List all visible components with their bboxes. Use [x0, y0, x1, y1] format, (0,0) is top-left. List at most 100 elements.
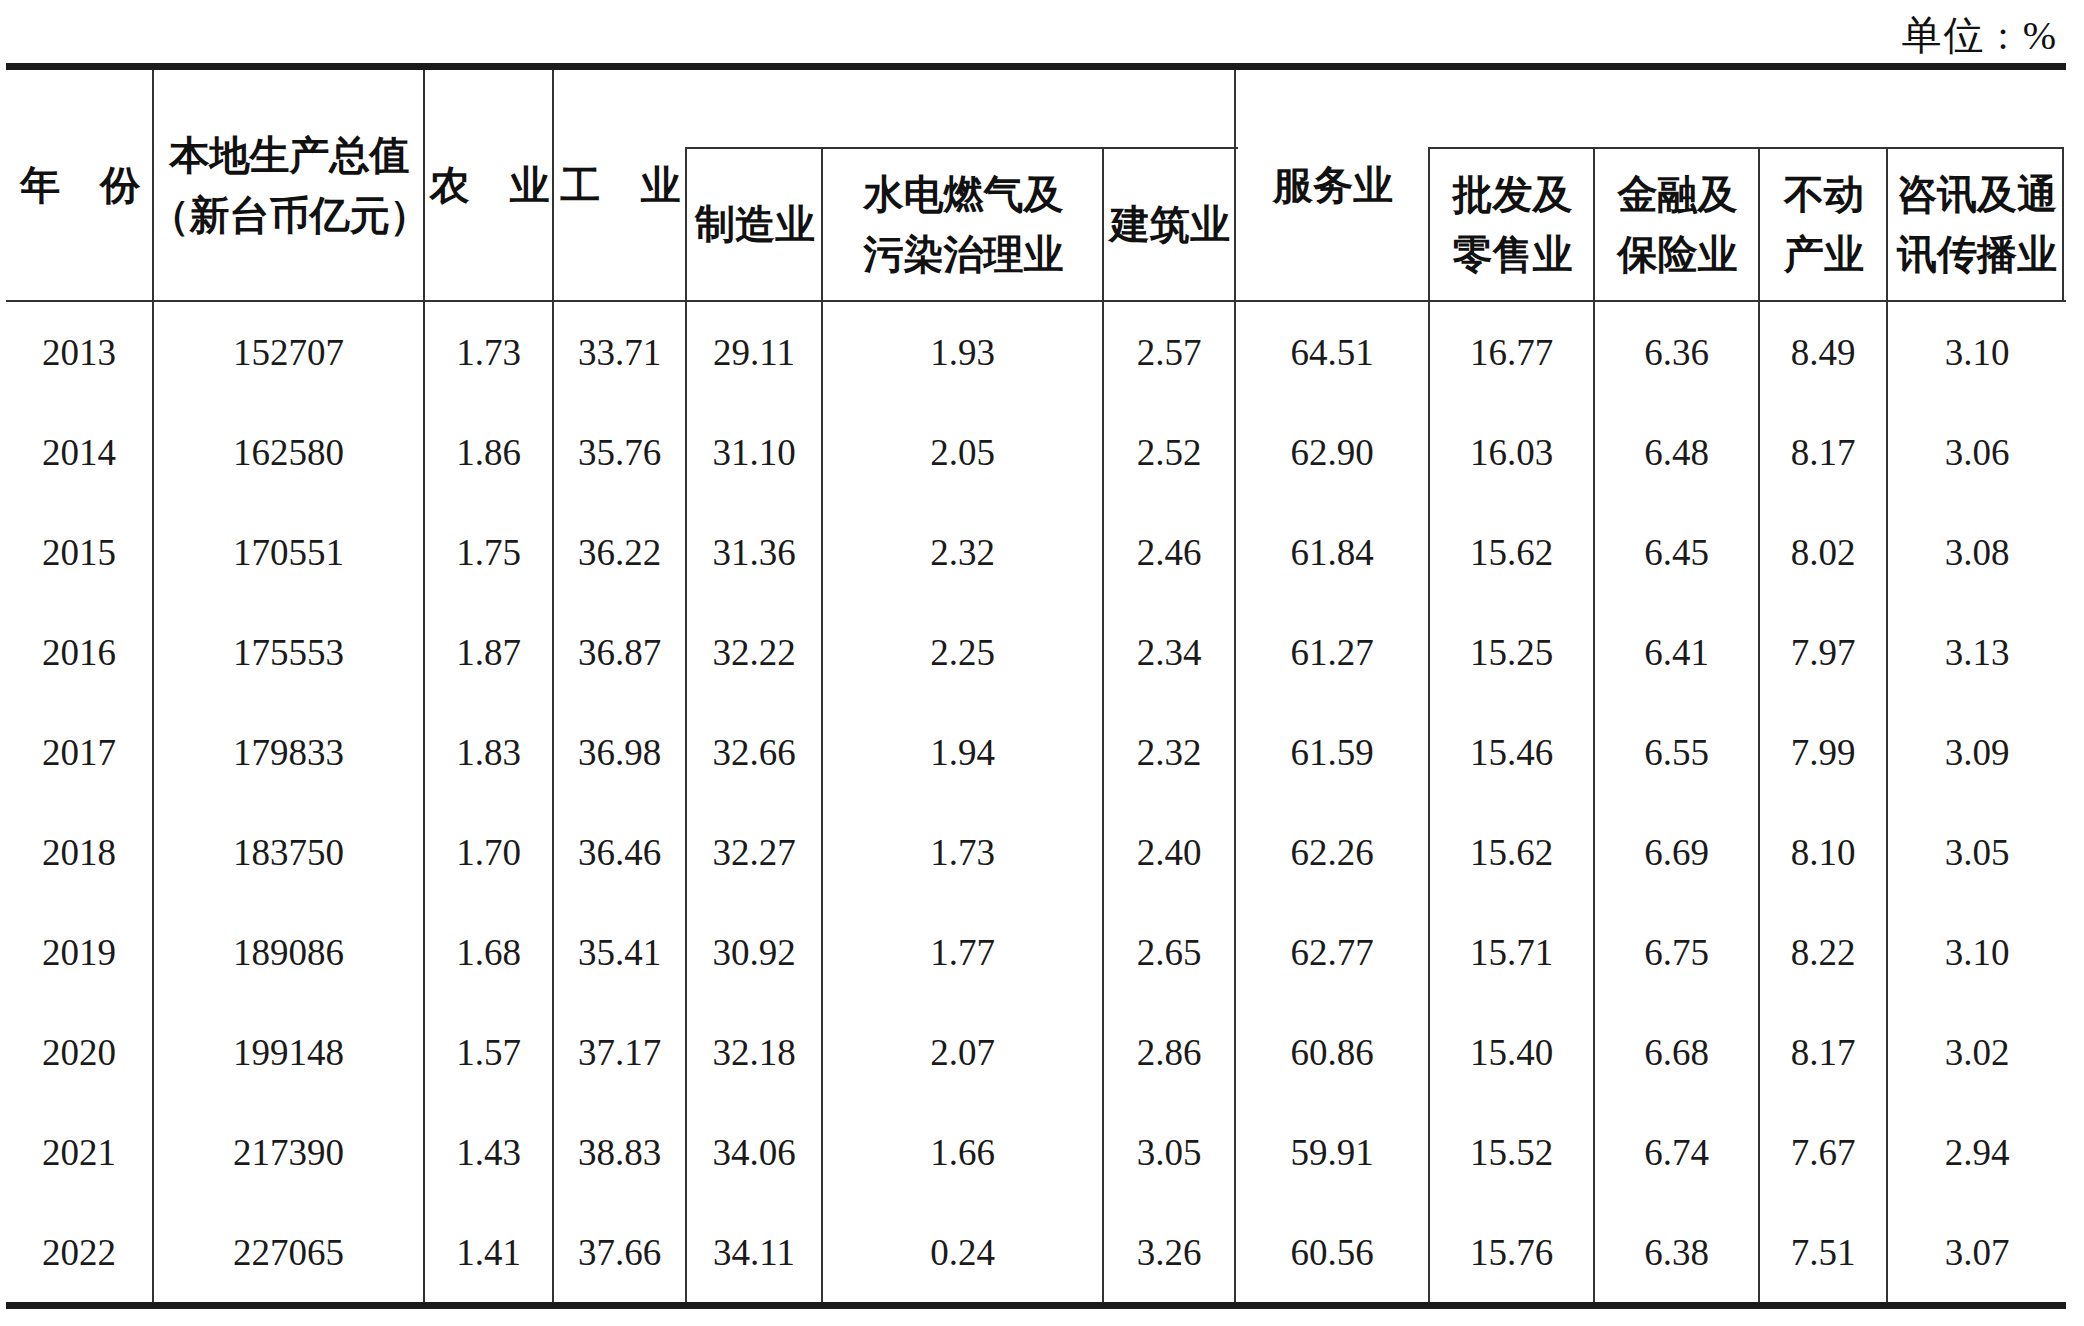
value-cell: 199148: [154, 1002, 425, 1102]
value-cell: 2.34: [1104, 602, 1236, 702]
value-cell: 2.46: [1104, 502, 1236, 602]
value-cell: 15.52: [1430, 1102, 1595, 1202]
value-cell: 36.46: [554, 802, 687, 902]
table-row: 20141625801.8635.7631.102.052.5262.9016.…: [6, 402, 2066, 502]
value-cell: 36.98: [554, 702, 687, 802]
value-cell: 15.76: [1430, 1202, 1595, 1302]
value-cell: 8.17: [1760, 402, 1888, 502]
value-cell: 60.56: [1236, 1202, 1430, 1302]
table-row: 20201991481.5737.1732.182.072.8660.8615.…: [6, 1002, 2066, 1102]
header-year: 年 份: [6, 70, 154, 300]
year-cell: 2022: [6, 1202, 154, 1302]
value-cell: 31.10: [687, 402, 823, 502]
header-gdp: 本地生产总值 （新台币亿元）: [154, 70, 425, 300]
header-construction-label: 建筑业: [1110, 194, 1230, 254]
value-cell: 15.46: [1430, 702, 1595, 802]
value-cell: 16.03: [1430, 402, 1595, 502]
header-services: 服务业: [1236, 70, 1430, 300]
value-cell: 1.57: [425, 1002, 554, 1102]
year-cell: 2015: [6, 502, 154, 602]
header-wholesale-line2: 零售业: [1453, 224, 1573, 284]
value-cell: 3.05: [1888, 802, 2066, 902]
value-cell: 6.68: [1595, 1002, 1760, 1102]
value-cell: 2.32: [823, 502, 1104, 602]
value-cell: 64.51: [1236, 302, 1430, 402]
value-cell: 162580: [154, 402, 425, 502]
value-cell: 62.77: [1236, 902, 1430, 1002]
document-page: 单位 : % 年 份 本地生产总值: [0, 0, 2084, 1326]
value-cell: 1.94: [823, 702, 1104, 802]
value-cell: 37.17: [554, 1002, 687, 1102]
year-cell: 2014: [6, 402, 154, 502]
header-manufacturing-label: 制造业: [695, 194, 815, 254]
header-gdp-line1: 本地生产总值: [170, 125, 410, 185]
value-cell: 6.55: [1595, 702, 1760, 802]
value-cell: 179833: [154, 702, 425, 802]
value-cell: 217390: [154, 1102, 425, 1202]
header-agriculture-label: 农 业: [430, 155, 550, 215]
header-construction: 建筑业: [1104, 147, 1236, 300]
year-cell: 2016: [6, 602, 154, 702]
header-gdp-line2: （新台币亿元）: [150, 185, 430, 245]
header-services-label: 服务业: [1273, 155, 1393, 215]
value-cell: 15.71: [1430, 902, 1595, 1002]
value-cell: 1.66: [823, 1102, 1104, 1202]
value-cell: 6.75: [1595, 902, 1760, 1002]
header-agriculture: 农 业: [425, 70, 554, 300]
table-row: 20191890861.6835.4130.921.772.6562.7715.…: [6, 902, 2066, 1002]
header-info-comm-line2: 讯传播业: [1897, 224, 2057, 284]
value-cell: 32.66: [687, 702, 823, 802]
value-cell: 8.49: [1760, 302, 1888, 402]
value-cell: 1.86: [425, 402, 554, 502]
year-cell: 2019: [6, 902, 154, 1002]
value-cell: 61.84: [1236, 502, 1430, 602]
header-real-estate: 不动 产业: [1760, 147, 1888, 300]
header-manufacturing: 制造业: [687, 147, 823, 300]
header-info-comm: 咨讯及通 讯传播业: [1888, 147, 2066, 300]
value-cell: 34.11: [687, 1202, 823, 1302]
value-cell: 183750: [154, 802, 425, 902]
value-cell: 15.62: [1430, 802, 1595, 902]
value-cell: 6.36: [1595, 302, 1760, 402]
value-cell: 15.62: [1430, 502, 1595, 602]
year-cell: 2020: [6, 1002, 154, 1102]
value-cell: 36.87: [554, 602, 687, 702]
unit-label: 单位 : %: [1902, 8, 2058, 63]
value-cell: 7.99: [1760, 702, 1888, 802]
value-cell: 8.02: [1760, 502, 1888, 602]
value-cell: 31.36: [687, 502, 823, 602]
value-cell: 38.83: [554, 1102, 687, 1202]
header-wholesale-line1: 批发及: [1453, 164, 1573, 224]
value-cell: 61.27: [1236, 602, 1430, 702]
value-cell: 8.10: [1760, 802, 1888, 902]
year-cell: 2021: [6, 1102, 154, 1202]
value-cell: 1.41: [425, 1202, 554, 1302]
value-cell: 7.51: [1760, 1202, 1888, 1302]
value-cell: 6.48: [1595, 402, 1760, 502]
value-cell: 32.27: [687, 802, 823, 902]
value-cell: 15.40: [1430, 1002, 1595, 1102]
value-cell: 3.26: [1104, 1202, 1236, 1302]
value-cell: 1.83: [425, 702, 554, 802]
value-cell: 189086: [154, 902, 425, 1002]
value-cell: 1.43: [425, 1102, 554, 1202]
value-cell: 7.97: [1760, 602, 1888, 702]
value-cell: 15.25: [1430, 602, 1595, 702]
value-cell: 3.09: [1888, 702, 2066, 802]
statistics-table: 年 份 本地生产总值 （新台币亿元） 农 业 工 业 制造业 水电燃气及 污染治…: [6, 63, 2066, 1309]
value-cell: 16.77: [1430, 302, 1595, 402]
value-cell: 32.22: [687, 602, 823, 702]
value-cell: 6.38: [1595, 1202, 1760, 1302]
value-cell: 7.67: [1760, 1102, 1888, 1202]
value-cell: 35.41: [554, 902, 687, 1002]
header-finance-line2: 保险业: [1618, 224, 1738, 284]
header-industry: 工 业: [554, 70, 687, 300]
value-cell: 32.18: [687, 1002, 823, 1102]
table-row: 20181837501.7036.4632.271.732.4062.2615.…: [6, 802, 2066, 902]
value-cell: 6.69: [1595, 802, 1760, 902]
value-cell: 3.07: [1888, 1202, 2066, 1302]
table-row: 20212173901.4338.8334.061.663.0559.9115.…: [6, 1102, 2066, 1202]
value-cell: 29.11: [687, 302, 823, 402]
value-cell: 175553: [154, 602, 425, 702]
header-finance: 金融及 保险业: [1595, 147, 1760, 300]
